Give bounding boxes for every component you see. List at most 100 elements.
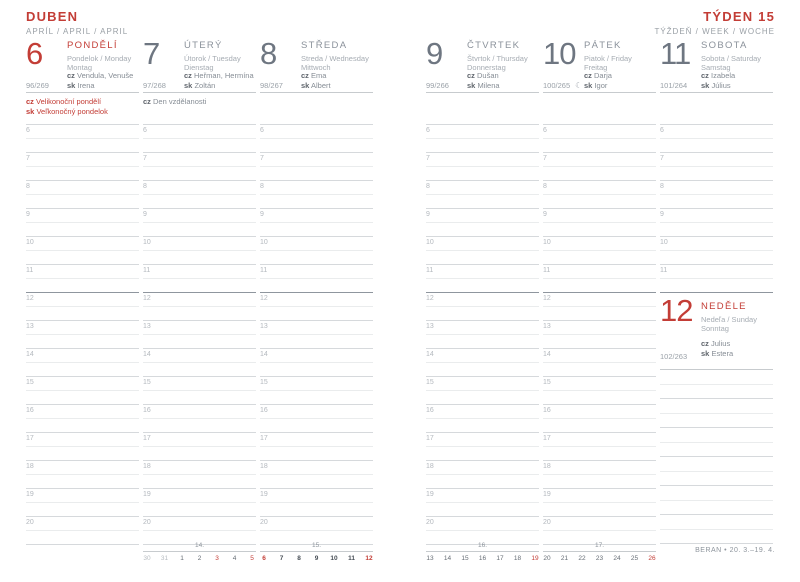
hour-label: 16 bbox=[426, 407, 434, 414]
hour-slot-17: 17 bbox=[260, 432, 373, 460]
hour-slot-17: 17 bbox=[143, 432, 256, 460]
hour-slot-7: 7 bbox=[426, 152, 539, 180]
hour-slot-16: 16 bbox=[143, 404, 256, 432]
hour-slot-15: 15 bbox=[26, 376, 139, 404]
hour-label: 19 bbox=[26, 491, 34, 498]
note-line bbox=[660, 472, 773, 486]
hour-label: 19 bbox=[260, 491, 268, 498]
hour-label: 6 bbox=[260, 127, 264, 134]
hour-label: 14 bbox=[260, 351, 268, 358]
hour-label: 7 bbox=[660, 155, 664, 162]
mini-week-16: 16. 13 14 15 16 17 18 19 bbox=[426, 542, 539, 562]
hour-slot-20: 20 bbox=[143, 516, 256, 544]
hour-slot-19: 19 bbox=[426, 488, 539, 516]
name-days: cz Heřman, Hermína sk Zoltán bbox=[184, 71, 254, 90]
day-name-translations: Piatok / Friday Freitag bbox=[584, 54, 632, 72]
hour-slot-13: 13 bbox=[426, 320, 539, 348]
hour-slot-12: 12 bbox=[260, 292, 373, 320]
mini-date: 4 bbox=[232, 555, 237, 562]
hour-label: 17 bbox=[260, 435, 268, 442]
month-title: DUBEN bbox=[26, 9, 79, 24]
hour-label: 9 bbox=[426, 211, 430, 218]
hour-slot-8: 8 bbox=[143, 180, 256, 208]
day-number: 8 bbox=[260, 36, 277, 71]
note-line bbox=[660, 515, 773, 530]
hour-slot-8: 8 bbox=[426, 180, 539, 208]
hour-label: 8 bbox=[543, 183, 547, 190]
hour-label: 20 bbox=[543, 519, 551, 526]
hour-slot-16: 16 bbox=[426, 404, 539, 432]
hour-slot-14: 14 bbox=[426, 348, 539, 376]
day-name: STŘEDA bbox=[301, 40, 348, 51]
day-name-translations: Útorok / Tuesday Dienstag bbox=[184, 54, 241, 72]
hour-slot-14: 14 bbox=[143, 348, 256, 376]
note-line bbox=[660, 501, 773, 515]
hour-label: 15 bbox=[260, 379, 268, 386]
holiday-note: cz Den vzdělanosti bbox=[143, 97, 207, 106]
hour-slot-14: 14 bbox=[543, 348, 656, 376]
holiday-note: cz Velikonoční pondělí bbox=[26, 97, 102, 106]
note-line bbox=[660, 486, 773, 501]
mini-date: 19 bbox=[531, 555, 539, 562]
mini-date: 12 bbox=[365, 555, 373, 562]
day-header: 9 ČTVRTEK Štvrtok / Thursday Donnerstag c… bbox=[426, 38, 539, 93]
hour-label: 13 bbox=[260, 323, 268, 330]
day-name-block: SOBOTA Sobota / Saturday Samstag bbox=[701, 40, 761, 72]
hour-label: 19 bbox=[426, 491, 434, 498]
day-name-translations: Pondelok / Monday Montag bbox=[67, 54, 132, 72]
hour-slot-6: 6 bbox=[26, 124, 139, 152]
hour-label: 15 bbox=[143, 379, 151, 386]
mini-date: 26 bbox=[648, 555, 656, 562]
day-name-translations: Štvrtok / Thursday Donnerstag bbox=[467, 54, 528, 72]
hour-slot-7: 7 bbox=[543, 152, 656, 180]
hour-label: 7 bbox=[26, 155, 30, 162]
day-name-block: PÁTEK Piatok / Friday Freitag bbox=[584, 40, 632, 72]
hour-slot-10: 10 bbox=[260, 236, 373, 264]
hour-label: 6 bbox=[543, 127, 547, 134]
hour-slot-9: 9 bbox=[426, 208, 539, 236]
day-column-friday: 10 PÁTEK Piatok / Friday Freitag cz Darja… bbox=[543, 38, 656, 545]
day-number: 6 bbox=[26, 36, 43, 71]
hour-slot-9: 9 bbox=[26, 208, 139, 236]
hour-label: 9 bbox=[543, 211, 547, 218]
hour-label: 6 bbox=[660, 127, 664, 134]
holiday-notes bbox=[260, 93, 373, 124]
hour-label: 15 bbox=[26, 379, 34, 386]
hour-label: 10 bbox=[143, 239, 151, 246]
day-of-year: 98/267 bbox=[260, 81, 283, 90]
mini-date: 8 bbox=[297, 555, 301, 562]
hour-slot-9: 9 bbox=[660, 208, 773, 236]
day-name: NEDĚLE bbox=[701, 301, 747, 312]
hour-grid: 6 7 8 9 10 11 12 13 14 15 16 17 18 19 20 bbox=[426, 124, 539, 545]
mini-date: 23 bbox=[595, 555, 604, 562]
hour-label: 12 bbox=[543, 295, 551, 302]
zodiac-note: BERAN • 20. 3.–19. 4. bbox=[695, 547, 775, 554]
hour-label: 17 bbox=[26, 435, 34, 442]
hour-grid: 6 7 8 9 10 11 12 13 14 15 16 17 18 19 20 bbox=[26, 124, 139, 545]
day-name-block: PONDĚLÍ Pondelok / Monday Montag bbox=[67, 40, 131, 72]
name-days: cz Vendula, Venuše sk Irena bbox=[67, 71, 134, 90]
hour-slot-13: 13 bbox=[143, 320, 256, 348]
sunday-panel: 12 NEDĚLE Nedeľa / Sunday Sonntag cz Juli… bbox=[660, 292, 773, 370]
hour-grid: 6 7 8 9 10 11 12 13 14 15 16 17 18 19 20 bbox=[260, 124, 373, 545]
note-line bbox=[660, 370, 773, 385]
hour-label: 13 bbox=[26, 323, 34, 330]
week-header: TÝDEN 15 TÝŽDEŇ / WEEK / WOCHE bbox=[654, 9, 775, 36]
hour-slot-11: 11 bbox=[26, 264, 139, 292]
hour-slot-19: 19 bbox=[543, 488, 656, 516]
hour-label: 6 bbox=[426, 127, 430, 134]
hour-slot-20: 20 bbox=[543, 516, 656, 544]
mini-week-label: 15. bbox=[260, 542, 373, 552]
hour-slot-19: 19 bbox=[143, 488, 256, 516]
hour-label: 18 bbox=[543, 463, 551, 470]
hour-label: 19 bbox=[543, 491, 551, 498]
hour-slot-17: 17 bbox=[26, 432, 139, 460]
note-line bbox=[660, 385, 773, 399]
note-line bbox=[660, 399, 773, 414]
day-of-year: 99/266 bbox=[426, 81, 449, 90]
hour-slot-9: 9 bbox=[143, 208, 256, 236]
hour-slot-12: 12 bbox=[426, 292, 539, 320]
hour-slot-12: 12 bbox=[143, 292, 256, 320]
hour-slot-6: 6 bbox=[660, 124, 773, 152]
